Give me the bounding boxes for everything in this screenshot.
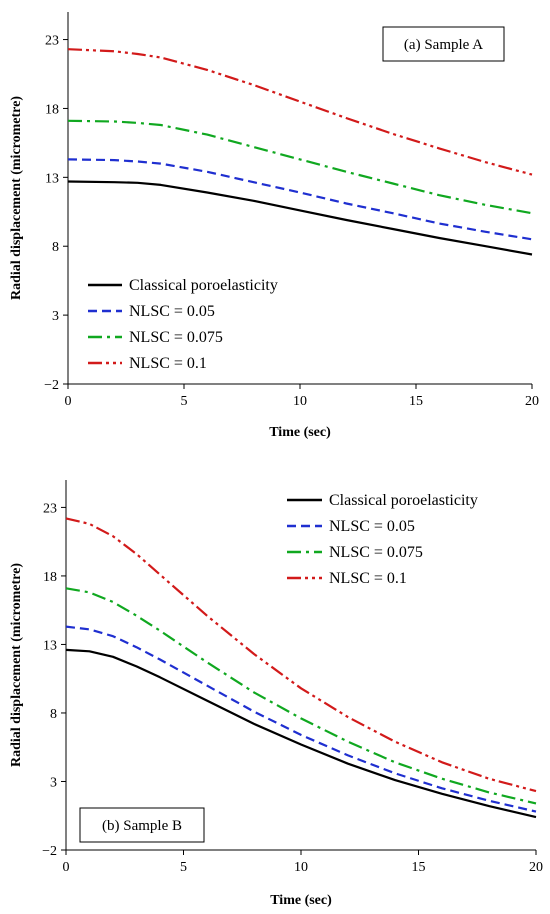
x-tick-label: 5: [180, 860, 187, 875]
legend-label: NLSC = 0.1: [129, 355, 207, 372]
y-tick-label: 23: [45, 34, 59, 49]
x-tick-label: 10: [293, 394, 307, 409]
y-tick-label: 18: [45, 102, 59, 117]
series-line-2: [65, 625, 537, 813]
panel-label: (b) Sample B: [102, 818, 182, 834]
y-tick-label: −2: [44, 378, 59, 393]
legend-label: NLSC = 0.05: [329, 518, 415, 535]
chart-panel-2: −2 3 8 13 18 23 0 5 10 15 20 Time (sec) Radial displ…: [9, 480, 543, 908]
y-tick-label: 3: [52, 309, 59, 324]
x-tick-label: 0: [63, 860, 70, 875]
legend-label: NLSC = 0.075: [329, 544, 423, 561]
x-axis-label: Time (sec): [270, 893, 332, 908]
legend-label: Classical poroelasticity: [329, 492, 478, 509]
y-tick-label: 13: [45, 171, 59, 186]
panel-label: (a) Sample A: [404, 37, 483, 53]
x-tick-label: 20: [529, 860, 543, 875]
y-tick-label: −2: [42, 844, 57, 859]
x-tick-label: 0: [65, 394, 72, 409]
x-tick-label: 15: [412, 860, 426, 875]
x-tick-label: 5: [181, 394, 188, 409]
series-line-3: [65, 587, 537, 805]
x-tick-label: 15: [409, 394, 423, 409]
legend: Classical poroelasticity NLSC = 0.05 NLSC …: [287, 492, 478, 587]
y-tick-label: 23: [43, 501, 57, 516]
series-line-3: [67, 119, 533, 215]
legend-label: NLSC = 0.1: [329, 570, 407, 587]
legend-label: NLSC = 0.05: [129, 303, 215, 320]
y-tick-label: 13: [43, 638, 57, 653]
x-tick-label: 10: [294, 860, 308, 875]
series-line-4: [67, 48, 533, 176]
legend-label: NLSC = 0.075: [129, 329, 223, 346]
legend: Classical poroelasticity NLSC = 0.05 NLSC …: [88, 277, 278, 372]
y-tick-label: 18: [43, 570, 57, 585]
y-axis-label: Radial displacement (micrometre): [9, 96, 24, 300]
chart-panel-1: −2 3 8 13 18 23 0 5 10 15 20 Time (sec) Radial displ…: [9, 12, 539, 440]
x-tick-label: 20: [525, 394, 539, 409]
series-line-1: [67, 180, 533, 256]
legend-label: Classical poroelasticity: [129, 277, 278, 294]
y-tick-label: 8: [52, 240, 59, 255]
series-line-4: [65, 517, 537, 793]
x-axis-label: Time (sec): [269, 425, 331, 440]
series-line-1: [65, 648, 537, 819]
panel-label-box: [382, 26, 505, 62]
series-line-2: [67, 158, 533, 241]
panel-label-box: [79, 807, 205, 843]
y-tick-label: 3: [50, 775, 57, 790]
y-tick-label: 8: [50, 707, 57, 722]
y-axis-label: Radial displacement (micrometre): [9, 563, 24, 767]
